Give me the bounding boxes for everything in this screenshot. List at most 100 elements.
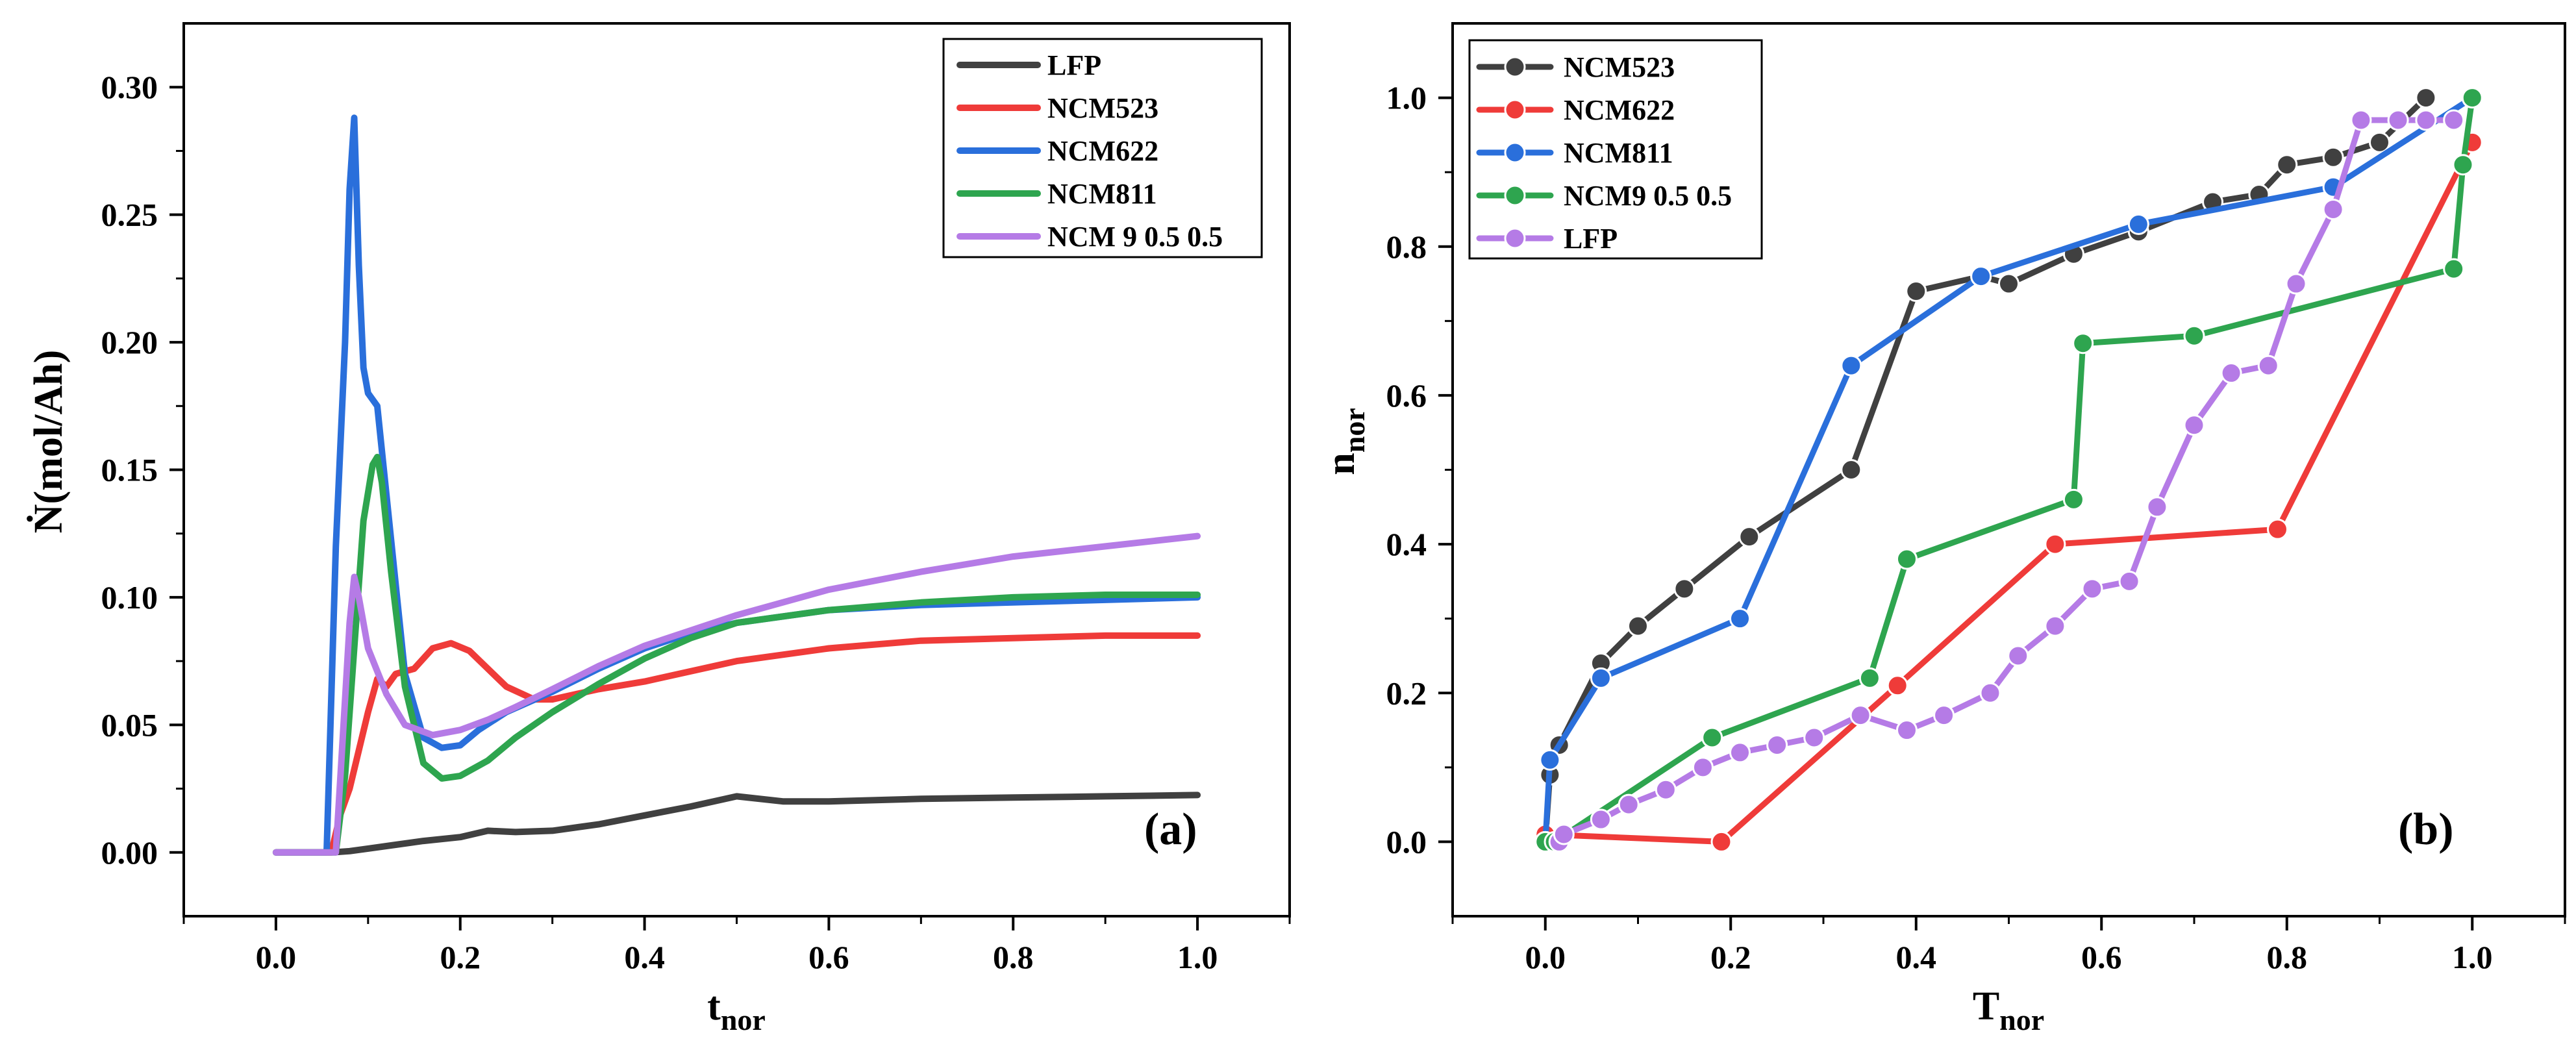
panel-b-point-ncm811-4	[1840, 355, 1862, 377]
panel-b-point-lfp-2	[1590, 808, 1612, 830]
panel-b-point-ncm523-17	[2369, 131, 2390, 153]
panel-a-y-tick-label-2: 0.10	[101, 579, 158, 616]
panel-a-series-group	[272, 114, 1201, 856]
panel-b-point-ncm9-0-5-0-5-8	[2443, 258, 2465, 280]
panel-b-y-tick-label-5: 1.0	[1386, 80, 1427, 116]
panel-b-point-lfp-21	[2285, 273, 2307, 295]
panel-b-point-lfp-11	[1933, 705, 1955, 727]
panel-b-point-ncm9-0-5-0-5-9	[2452, 154, 2474, 176]
panel-b-point-ncm9-0-5-0-5-7	[2183, 325, 2205, 347]
panel-b-y-tick-label-1: 0.2	[1386, 675, 1427, 711]
panel-b-point-ncm9-0-5-0-5-5	[2062, 488, 2084, 510]
panel-b-series-line-ncm622	[1542, 139, 2475, 845]
panel-b-point-lfp-4	[1655, 779, 1677, 801]
panel-a-legend: LFP NCM523 NCM622 NCM811 NCM 9 0.5 0.5	[942, 38, 1263, 258]
panel-b-point-lfp-15	[2081, 578, 2103, 600]
panel-b-point-ncm622-2	[1886, 675, 1908, 697]
panel-b-point-lfp-8	[1803, 727, 1825, 749]
panel-a-y-tick-label-5: 0.25	[101, 197, 158, 233]
panel-b-point-lfp-3	[1618, 793, 1640, 816]
panel-a-legend-label-ncm622: NCM622	[1047, 135, 1158, 167]
panel-a-y-tick-label-3: 0.15	[101, 452, 158, 488]
panel-b-point-lfp-7	[1766, 734, 1788, 756]
panel-b-point-lfp-25	[2415, 109, 2437, 131]
panel-a-x-tick-label-0: 0.0	[256, 939, 297, 975]
panel-b-point-lfp-6	[1729, 742, 1751, 764]
panel-a-x-tick-label-4: 0.8	[993, 939, 1034, 975]
panel-a-y-tick-label-6: 0.30	[101, 69, 158, 105]
panel-b-point-lfp-17	[2146, 496, 2168, 518]
panel-b-point-ncm523-10	[1998, 273, 2020, 295]
panel-b-legend-label-ncm622: NCM622	[1564, 94, 1675, 126]
panel-a: 0.0 0.2 0.4 0.6 0.8 1.0 0.00 0.05 0.10 0.15 0.20 0.…	[27, 22, 1291, 1036]
panel-b-y-tick-label-4: 0.8	[1386, 229, 1427, 265]
panel-b-point-ncm9-0-5-0-5-10	[2461, 87, 2483, 109]
panel-a-x-axis-title: tnor	[707, 984, 766, 1036]
panel-a-x-tick-label-1: 0.2	[440, 939, 481, 975]
panel-b-point-ncm9-0-5-0-5-3	[1858, 667, 1881, 689]
panel-b-point-ncm622-1	[1710, 830, 1732, 853]
panel-b-x-tick-label-0: 0.0	[1525, 939, 1566, 975]
panel-a-label: (a)	[1144, 805, 1197, 855]
panel-b-point-lfp-24	[2387, 109, 2409, 131]
panel-b-legend-marker-ncm811	[1504, 142, 1526, 164]
panel-b-point-lfp-13	[2007, 645, 2029, 667]
panel-b-point-lfp-10	[1895, 719, 1918, 742]
panel-b-legend-label-lfp: LFP	[1564, 223, 1618, 255]
panel-b-legend-label-ncm523: NCM523	[1564, 51, 1675, 83]
panel-b-point-ncm523-6	[1738, 526, 1760, 548]
panel-b-point-ncm523-15	[2276, 154, 2298, 176]
panel-b-point-lfp-26	[2443, 109, 2465, 131]
panel-b-point-lfp-14	[2044, 615, 2066, 637]
panel-a-y-axis-title: Ṅ(mol/Ah)	[27, 350, 71, 533]
panel-b-legend-label-ncm9-0-5-0-5: NCM9 0.5 0.5	[1564, 180, 1732, 212]
panel-a-x-tick-label-5: 1.0	[1177, 939, 1218, 975]
panel-b-point-lfp-19	[2220, 362, 2242, 384]
panel-a-legend-label-ncm811: NCM811	[1047, 178, 1157, 210]
panel-b-legend: NCM523 NCM622 NCM811 NCM9 0.5 0.5 LFP	[1468, 39, 1763, 260]
panel-b-point-ncm523-5	[1673, 578, 1695, 600]
panel-b-point-lfp-23	[2350, 109, 2372, 131]
panel-b-point-lfp-16	[2118, 570, 2140, 592]
panel-b-x-axis-title: Tnor	[1973, 984, 2044, 1036]
panel-a-y-tick-label-1: 0.05	[101, 706, 158, 743]
panel-b-point-lfp-20	[2257, 355, 2279, 377]
panel-b-point-lfp-9	[1849, 705, 1871, 727]
panel-a-x-tick-label-3: 0.6	[808, 939, 849, 975]
panel-b-x-tick-label-1: 0.2	[1710, 939, 1751, 975]
panel-b-point-lfp-22	[2322, 198, 2344, 220]
panel-b-point-lfp-1	[1553, 823, 1575, 845]
panel-b-point-ncm9-0-5-0-5-6	[2072, 332, 2094, 355]
panel-b-legend-label-ncm811: NCM811	[1564, 137, 1673, 169]
panel-b-x-tick-label-3: 0.6	[2081, 939, 2122, 975]
panel-b-point-ncm9-0-5-0-5-2	[1701, 727, 1723, 749]
panel-b-point-ncm811-5	[1970, 266, 1992, 288]
panel-b-x-tick-label-5: 1.0	[2452, 939, 2493, 975]
panel-b-point-lfp-5	[1692, 756, 1714, 779]
panel-b: 0.0 0.2 0.4 0.6 0.8 1.0 0.0 0.2 0.4 0.6 0.8 1.0 (b)…	[1319, 22, 2566, 1036]
panel-b-point-ncm9-0-5-0-5-4	[1895, 548, 1918, 570]
panel-b-point-ncm622-3	[2044, 533, 2066, 555]
panel-b-legend-marker-lfp	[1504, 227, 1526, 249]
panel-b-y-axis-title: nnor	[1319, 408, 1371, 475]
panel-b-point-ncm523-7	[1840, 459, 1862, 480]
panel-b-point-lfp-12	[1979, 682, 2001, 704]
panel-b-y-tick-label-3: 0.6	[1386, 377, 1427, 414]
panel-b-legend-marker-ncm9-0-5-0-5	[1504, 184, 1526, 206]
panel-b-point-ncm811-3	[1729, 608, 1751, 630]
panel-a-series-line-ncm523	[272, 632, 1201, 856]
panel-a-x-tick-label-2: 0.4	[624, 939, 665, 975]
panel-b-point-ncm811-1	[1539, 749, 1561, 771]
panel-b-x-tick-label-4: 0.8	[2267, 939, 2308, 975]
panel-b-series-group	[1534, 87, 2483, 853]
panel-a-series-line-lfp	[272, 792, 1201, 856]
panel-b-point-ncm523-8	[1905, 281, 1927, 302]
panel-b-point-ncm811-2	[1590, 667, 1612, 689]
panel-b-point-ncm622-4	[2266, 518, 2288, 540]
panel-b-label: (b)	[2398, 805, 2454, 855]
panel-b-point-ncm523-4	[1627, 615, 1649, 637]
panel-b-point-ncm811-6	[2127, 213, 2149, 235]
panel-a-legend-label-ncm523: NCM523	[1047, 92, 1158, 124]
panel-a-y-tick-label-4: 0.20	[101, 324, 158, 360]
